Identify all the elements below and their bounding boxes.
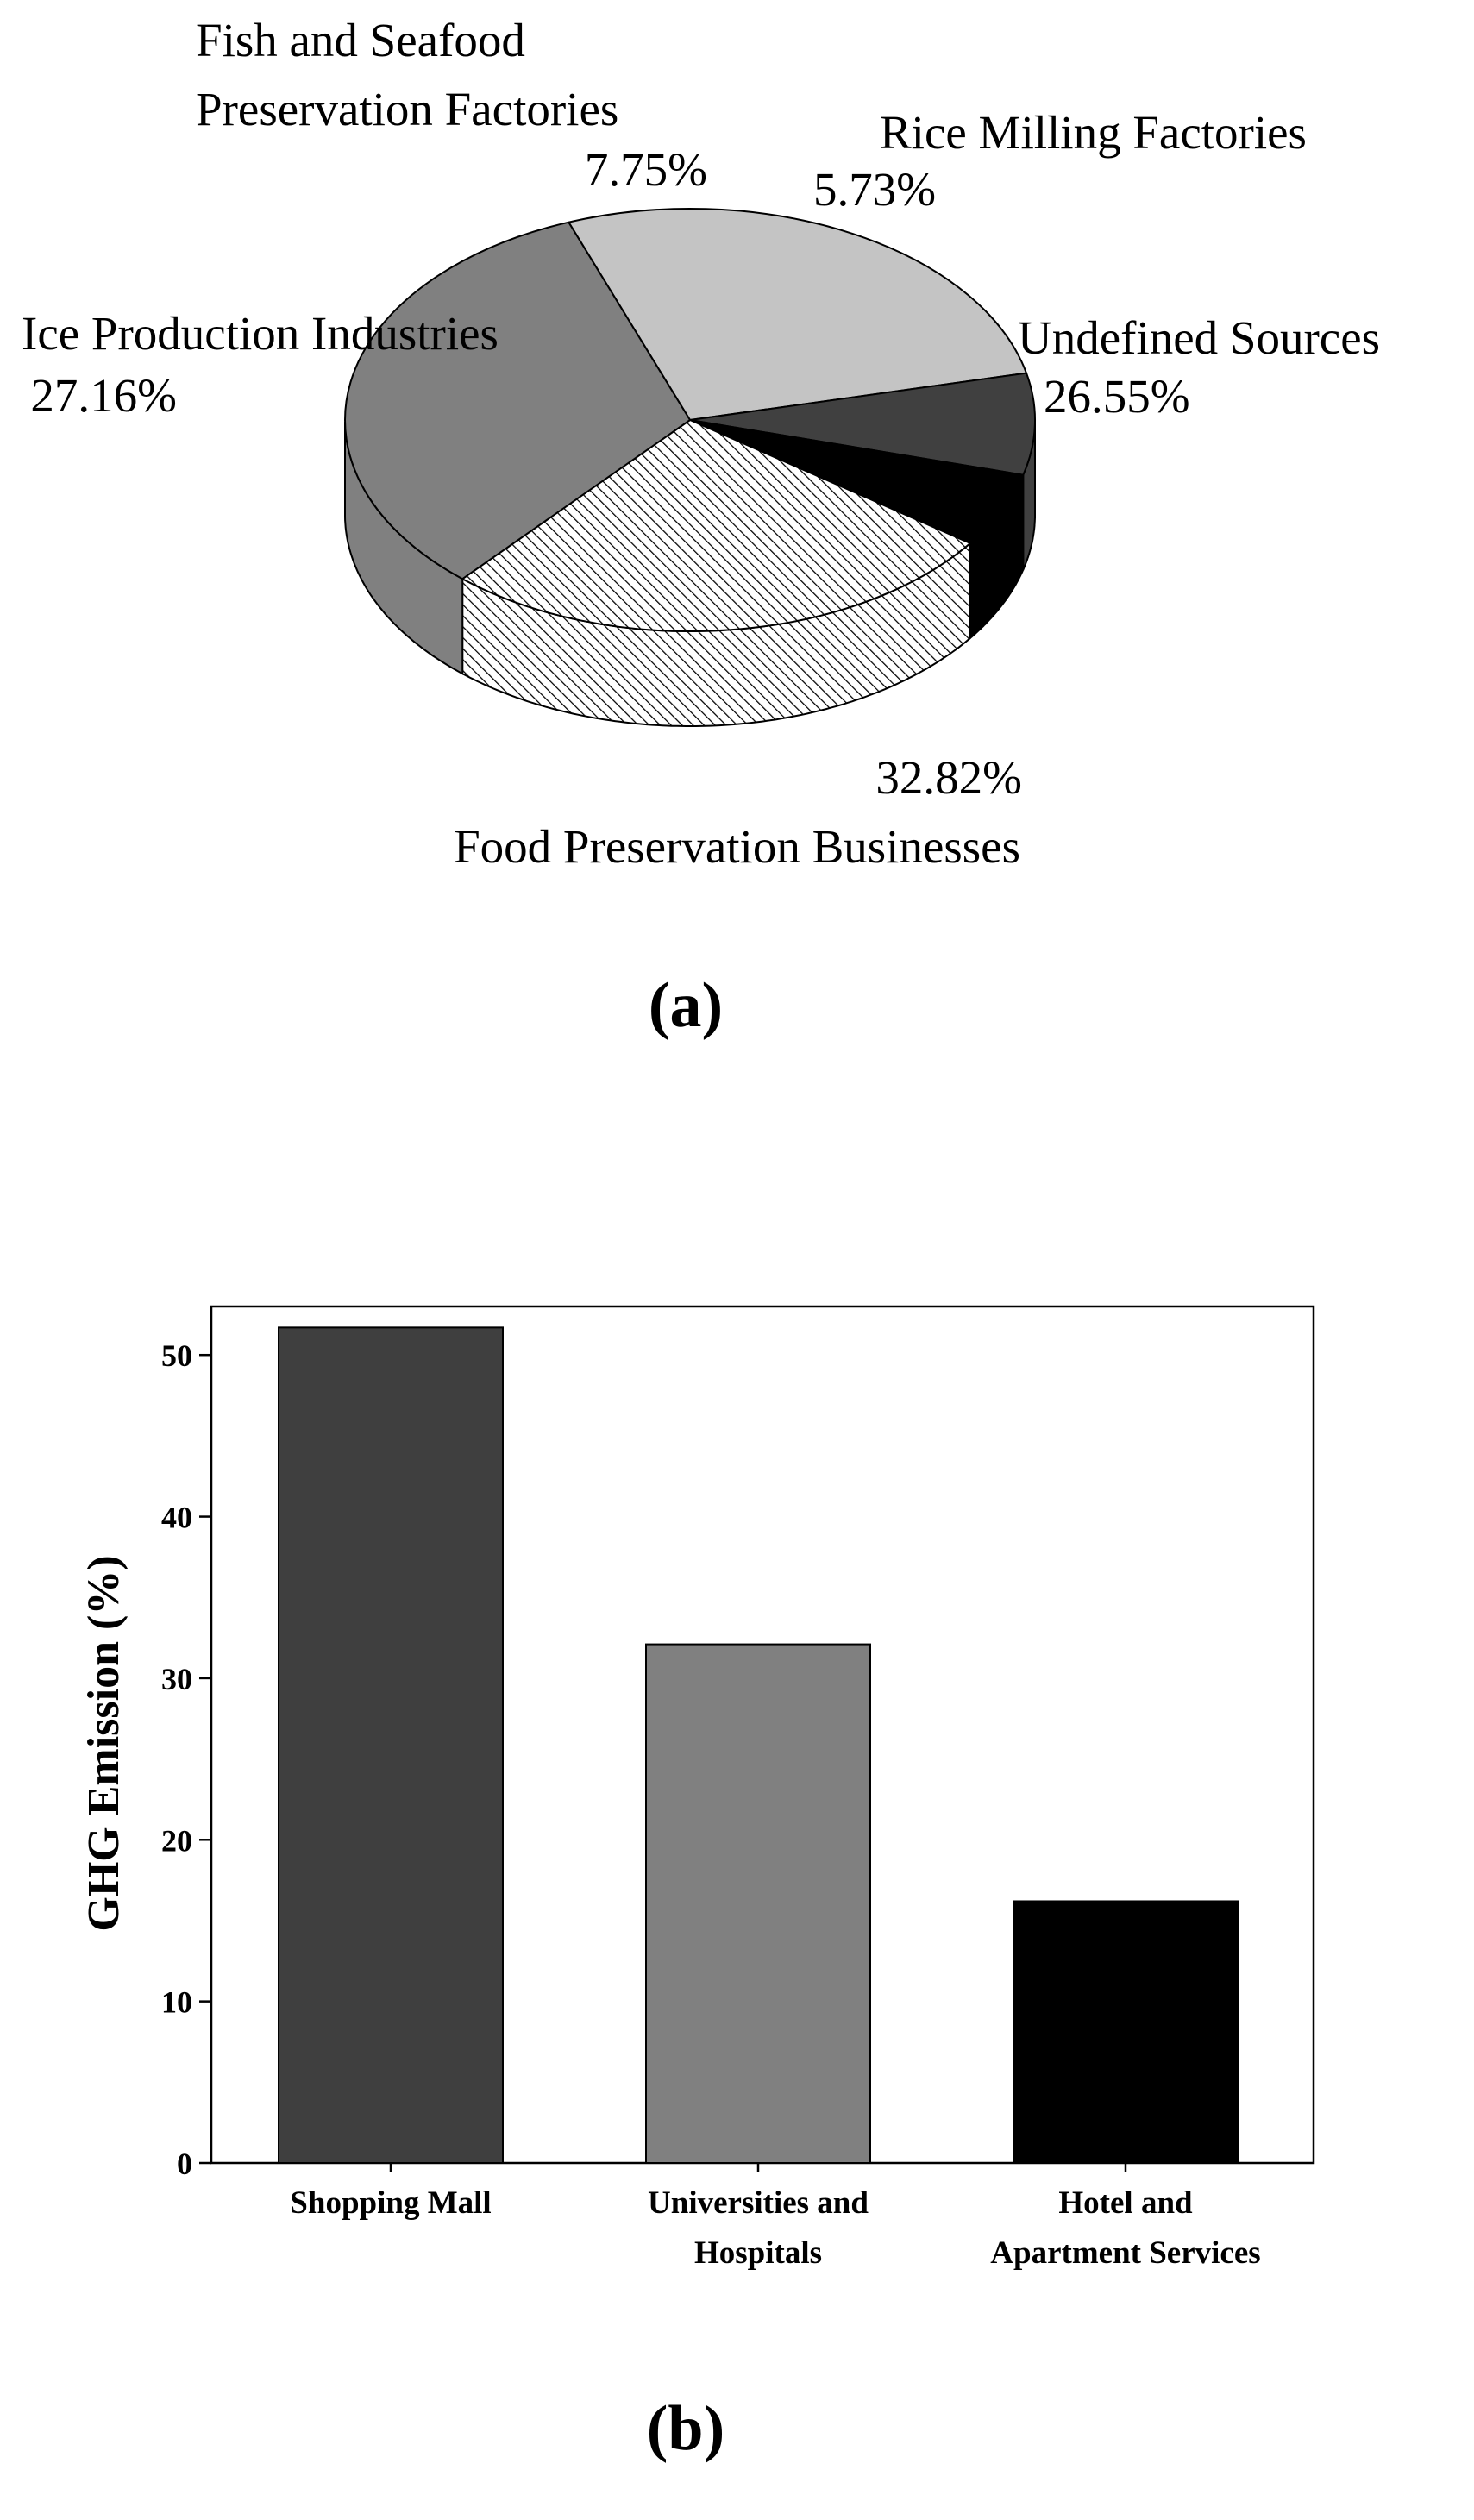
pie-slice-food-preservation-businesses (344, 221, 691, 580)
pie-value-food-preservation-businesses: 32.82% (875, 751, 1022, 804)
x-category-label: Hospitals (694, 2235, 822, 2271)
y-tick-label: 50 (161, 1338, 192, 1373)
panel-b-label: (b) (647, 2393, 724, 2464)
pie-slice-undefined-sources (461, 419, 971, 632)
pie-value-undefined-sources: 26.55% (1044, 370, 1190, 423)
bar-shopping-mall (278, 1326, 504, 2164)
x-category-label: Universities and (648, 2185, 869, 2221)
x-category-label: Hotel and (1058, 2185, 1193, 2221)
pie-value-ice-production-industries: 27.16% (30, 369, 177, 422)
pie-label-ice-production-industries: Ice Production Industries (22, 307, 499, 360)
pie-label-undefined-sources: Undefined Sources (1018, 311, 1380, 364)
panel-a-label: (a) (649, 970, 723, 1041)
pie-label-rice-milling-factories: Rice Milling Factories (880, 106, 1307, 159)
pie-value-rice-milling-factories: 5.73% (813, 163, 936, 216)
y-tick-label: 30 (161, 1662, 192, 1696)
pie-label-fish-and-seafood-preservation-factories: Fish and Seafood (196, 14, 525, 66)
y-tick-label: 0 (177, 2147, 192, 2181)
x-category-label: Apartment Services (990, 2235, 1260, 2271)
bar-universities-and-hospitals (645, 1643, 871, 2164)
pie-chart-panel: Ice Production Industries 27.16% Fish and … (22, 14, 1380, 873)
y-tick-label: 10 (161, 1985, 192, 2020)
bar-hotel-and-apartment-services (1013, 1900, 1239, 2164)
y-tick-label: 40 (161, 1501, 192, 1535)
pie-slice-rice-milling-factories (689, 419, 1025, 544)
pie-label-fish-and-seafood-preservation-factories: Preservation Factories (196, 83, 618, 135)
pie-value-fish-and-seafood-preservation-factories: 7.75% (585, 143, 707, 196)
y-tick-label: 20 (161, 1823, 192, 1858)
pie-slice-ice-production-industries (568, 208, 1027, 421)
pie-label-food-preservation-businesses: Food Preservation Businesses (454, 820, 1020, 873)
pie-slice-fish-and-seafood-preservation-factories (689, 372, 1036, 476)
bar-chart-panel: 0 10 20 30 40 50 GHG Emission (%) Shopping Mall… (79, 1305, 1315, 2271)
y-axis-label: GHG Emission (%) (79, 1555, 129, 1931)
x-category-label: Shopping Mall (290, 2185, 491, 2221)
